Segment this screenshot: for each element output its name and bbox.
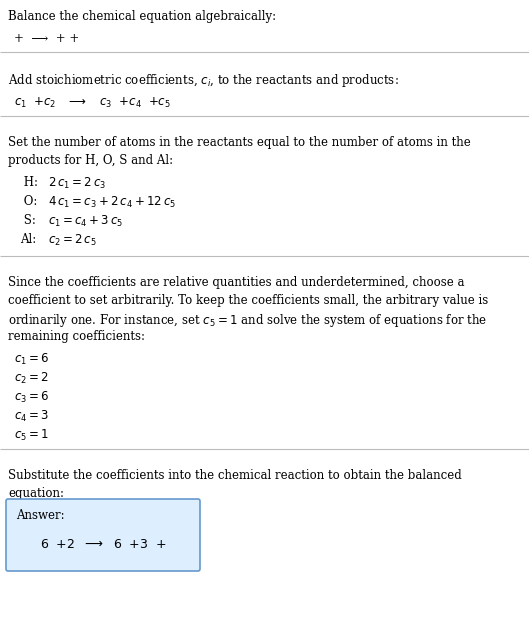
Text: $c_1 = 6$: $c_1 = 6$ (14, 352, 49, 367)
Text: $c_2 = 2\,c_5$: $c_2 = 2\,c_5$ (48, 233, 97, 248)
Text: S:: S: (20, 214, 43, 227)
Text: $c_1$  $+c_2$   $\longrightarrow$   $c_3$  $+c_4$  $+c_5$: $c_1$ $+c_2$ $\longrightarrow$ $c_3$ $+c… (14, 96, 171, 110)
Text: equation:: equation: (8, 487, 64, 500)
Text: $2\,c_1 = 2\,c_3$: $2\,c_1 = 2\,c_3$ (48, 176, 106, 191)
Text: $4\,c_1 = c_3 + 2\,c_4 + 12\,c_5$: $4\,c_1 = c_3 + 2\,c_4 + 12\,c_5$ (48, 195, 176, 210)
Text: products for H, O, S and Al:: products for H, O, S and Al: (8, 154, 173, 167)
Text: Since the coefficients are relative quantities and underdetermined, choose a: Since the coefficients are relative quan… (8, 276, 464, 289)
Text: $c_1 = c_4 + 3\,c_5$: $c_1 = c_4 + 3\,c_5$ (48, 214, 123, 229)
Text: $c_3 = 6$: $c_3 = 6$ (14, 390, 49, 405)
Text: remaining coefficients:: remaining coefficients: (8, 330, 145, 343)
FancyBboxPatch shape (6, 499, 200, 571)
Text: Substitute the coefficients into the chemical reaction to obtain the balanced: Substitute the coefficients into the che… (8, 469, 462, 482)
Text: ordinarily one. For instance, set $c_5 = 1$ and solve the system of equations fo: ordinarily one. For instance, set $c_5 =… (8, 312, 487, 329)
Text: Set the number of atoms in the reactants equal to the number of atoms in the: Set the number of atoms in the reactants… (8, 136, 471, 149)
Text: $6$  $+2$  $\longrightarrow$  $6$  $+3$  $+$: $6$ $+2$ $\longrightarrow$ $6$ $+3$ $+$ (40, 538, 166, 551)
Text: Answer:: Answer: (16, 509, 65, 522)
Text: $c_5 = 1$: $c_5 = 1$ (14, 428, 49, 443)
Text: coefficient to set arbitrarily. To keep the coefficients small, the arbitrary va: coefficient to set arbitrarily. To keep … (8, 294, 488, 307)
Text: +  ⟶  + +: + ⟶ + + (14, 32, 79, 45)
Text: Al:: Al: (20, 233, 44, 246)
Text: Balance the chemical equation algebraically:: Balance the chemical equation algebraica… (8, 10, 276, 23)
Text: O:: O: (20, 195, 45, 208)
Text: H:: H: (20, 176, 45, 189)
Text: $c_4 = 3$: $c_4 = 3$ (14, 409, 49, 424)
Text: Add stoichiometric coefficients, $c_i$, to the reactants and products:: Add stoichiometric coefficients, $c_i$, … (8, 72, 399, 89)
Text: $c_2 = 2$: $c_2 = 2$ (14, 371, 49, 386)
